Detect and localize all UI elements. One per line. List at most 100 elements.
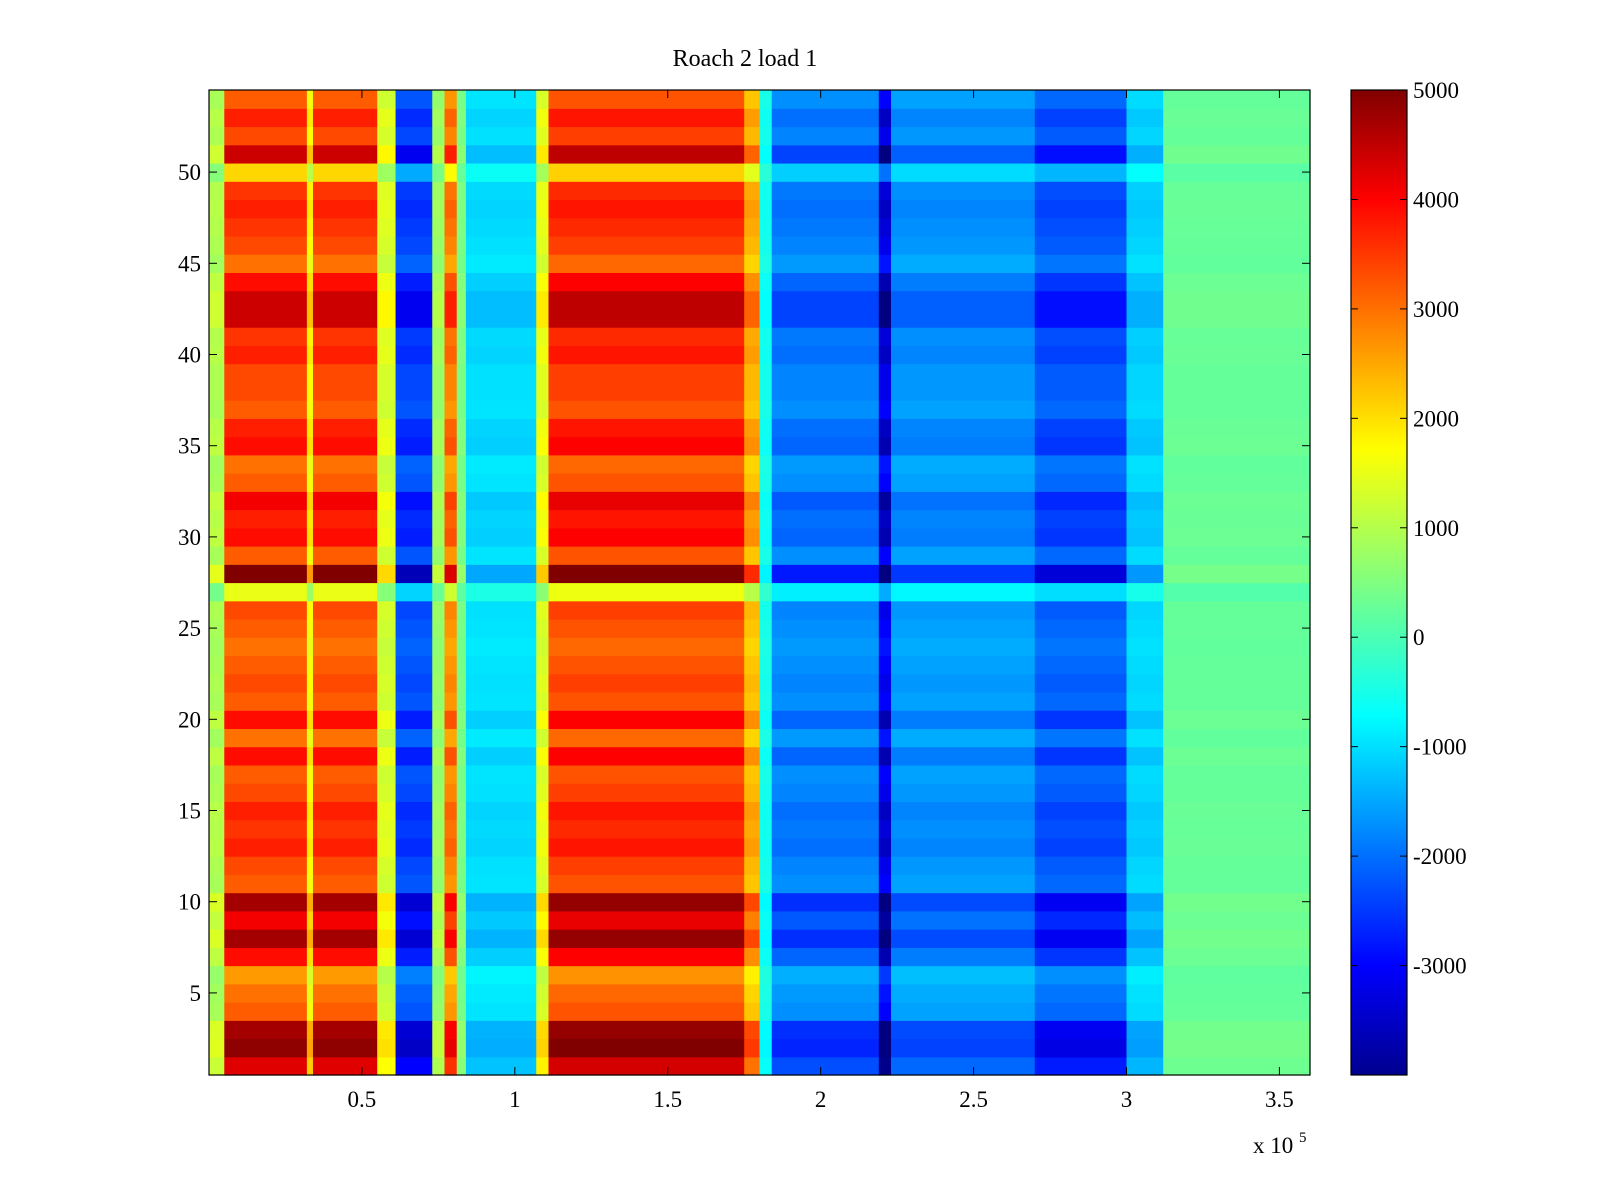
- heatmap-cell: [312, 108, 378, 128]
- heatmap-cell: [306, 546, 314, 565]
- heatmap-cell: [444, 363, 458, 383]
- heatmap-cell: [744, 436, 761, 456]
- heatmap-cell: [312, 473, 378, 492]
- heatmap-cell: [536, 874, 550, 894]
- heatmap-cell: [771, 947, 880, 967]
- heatmap-cell: [891, 345, 1036, 365]
- heatmap-cell: [377, 199, 397, 219]
- heatmap-cell: [536, 582, 550, 602]
- heatmap-cell: [209, 217, 225, 237]
- heatmap-cell: [1126, 308, 1164, 328]
- heatmap-cell: [456, 910, 467, 930]
- heatmap-cell: [878, 764, 892, 784]
- heatmap-cell: [1034, 181, 1128, 201]
- heatmap-cell: [444, 564, 458, 584]
- heatmap-cell: [1034, 363, 1128, 383]
- heatmap-cell: [224, 473, 308, 492]
- heatmap-cell: [548, 199, 745, 219]
- heatmap-cell: [891, 691, 1036, 711]
- colorbar-tick-label: 3000: [1413, 297, 1459, 322]
- heatmap-cell: [1034, 217, 1128, 237]
- heatmap-cell: [224, 217, 308, 237]
- heatmap-cell: [456, 108, 467, 128]
- heatmap-cell: [456, 728, 467, 748]
- heatmap-cell: [744, 90, 761, 109]
- heatmap-cell: [536, 728, 550, 748]
- heatmap-cell: [759, 491, 773, 511]
- heatmap-cell: [771, 527, 880, 547]
- heatmap-cell: [771, 582, 880, 602]
- heatmap-cell: [878, 327, 892, 346]
- heatmap-cell: [771, 254, 880, 274]
- heatmap-cell: [306, 1038, 314, 1058]
- heatmap-cell: [744, 400, 761, 419]
- heatmap-cell: [465, 162, 537, 182]
- heatmap-cell: [759, 764, 773, 784]
- heatmap-cell: [744, 783, 761, 802]
- heatmap-cell: [771, 108, 880, 128]
- heatmap-cell: [444, 1038, 458, 1058]
- heatmap-cell: [209, 783, 225, 802]
- heatmap-cell: [456, 199, 467, 219]
- heatmap-cell: [1163, 491, 1311, 511]
- heatmap-cell: [465, 801, 537, 821]
- heatmap-cell: [312, 235, 378, 255]
- heatmap-cell: [759, 345, 773, 365]
- heatmap-cell: [548, 783, 745, 802]
- heatmap-cell: [377, 618, 397, 638]
- heatmap-cell: [548, 181, 745, 201]
- heatmap-cell: [536, 910, 550, 930]
- heatmap-cell: [1163, 436, 1311, 456]
- heatmap-cell: [456, 1020, 467, 1040]
- heatmap-cell: [759, 691, 773, 711]
- heatmap-cell: [209, 363, 225, 383]
- heatmap-cell: [744, 217, 761, 237]
- heatmap-cell: [548, 473, 745, 492]
- heatmap-cell: [395, 126, 433, 146]
- heatmap-cell: [456, 363, 467, 383]
- heatmap-cell: [1126, 381, 1164, 401]
- heatmap-cell: [1034, 491, 1128, 511]
- heatmap-cell: [377, 108, 397, 128]
- heatmap-cell: [306, 837, 314, 857]
- heatmap-cell: [432, 1020, 446, 1040]
- heatmap-cell: [306, 801, 314, 821]
- heatmap-cell: [536, 527, 550, 547]
- heatmap-cell: [312, 637, 378, 657]
- heatmap-cell: [878, 473, 892, 492]
- heatmap-cell: [465, 691, 537, 711]
- heatmap-cell: [1126, 965, 1164, 985]
- x-tick-label: 0.5: [348, 1087, 377, 1112]
- heatmap-cell: [1126, 1002, 1164, 1021]
- heatmap-cell: [744, 746, 761, 766]
- heatmap-cell: [432, 1002, 446, 1021]
- heatmap-cell: [224, 418, 308, 438]
- heatmap-cell: [1034, 144, 1128, 164]
- heatmap-cell: [771, 436, 880, 456]
- heatmap-cell: [395, 783, 433, 802]
- heatmap-cell: [1163, 600, 1311, 620]
- heatmap-cell: [465, 108, 537, 128]
- heatmap-cell: [759, 910, 773, 930]
- heatmap-cell: [1163, 235, 1311, 255]
- heatmap-cell: [536, 783, 550, 802]
- heatmap-cell: [465, 783, 537, 802]
- heatmap-cell: [395, 436, 433, 456]
- heatmap-cell: [744, 710, 761, 730]
- heatmap-cell: [306, 874, 314, 894]
- heatmap-cell: [891, 1002, 1036, 1021]
- heatmap-cell: [536, 108, 550, 128]
- heatmap-cell: [759, 126, 773, 146]
- heatmap-cell: [771, 327, 880, 346]
- heatmap-cell: [1126, 655, 1164, 675]
- heatmap-cell: [1034, 910, 1128, 930]
- heatmap-cell: [1126, 108, 1164, 128]
- heatmap-cell: [548, 90, 745, 109]
- heatmap-cell: [377, 454, 397, 474]
- x-tick-label: 1.5: [653, 1087, 682, 1112]
- heatmap-cell: [759, 947, 773, 967]
- heatmap-cell: [432, 965, 446, 985]
- heatmap-cell: [306, 400, 314, 419]
- heatmap-cell: [1163, 254, 1311, 274]
- heatmap-cell: [548, 965, 745, 985]
